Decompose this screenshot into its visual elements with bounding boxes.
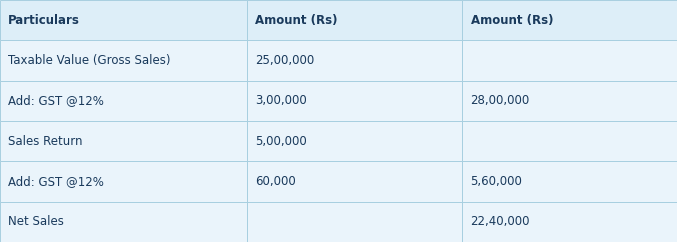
- Bar: [0, 81, 247, 121]
- Bar: [0, 161, 247, 202]
- Bar: [0, 0, 247, 40]
- Text: 60,000: 60,000: [255, 175, 296, 188]
- Text: 5,00,000: 5,00,000: [255, 135, 307, 148]
- Text: Amount (Rs): Amount (Rs): [255, 14, 338, 27]
- Text: 3,00,000: 3,00,000: [255, 94, 307, 107]
- Text: Add: GST @12%: Add: GST @12%: [8, 175, 104, 188]
- Text: 28,00,000: 28,00,000: [471, 94, 530, 107]
- Text: 25,00,000: 25,00,000: [255, 54, 315, 67]
- Text: Taxable Value (Gross Sales): Taxable Value (Gross Sales): [8, 54, 171, 67]
- Bar: [247, 81, 462, 121]
- Bar: [462, 40, 677, 81]
- Text: Sales Return: Sales Return: [8, 135, 83, 148]
- Bar: [462, 81, 677, 121]
- Text: Add: GST @12%: Add: GST @12%: [8, 94, 104, 107]
- Text: 22,40,000: 22,40,000: [471, 215, 530, 228]
- Bar: [247, 40, 462, 81]
- Bar: [247, 161, 462, 202]
- Bar: [0, 121, 247, 161]
- Bar: [462, 0, 677, 40]
- Text: Amount (Rs): Amount (Rs): [471, 14, 553, 27]
- Bar: [247, 202, 462, 242]
- Bar: [247, 121, 462, 161]
- Bar: [0, 40, 247, 81]
- Bar: [0, 202, 247, 242]
- Bar: [462, 121, 677, 161]
- Text: Particulars: Particulars: [8, 14, 80, 27]
- Bar: [462, 202, 677, 242]
- Bar: [247, 0, 462, 40]
- Bar: [462, 161, 677, 202]
- Text: Net Sales: Net Sales: [8, 215, 64, 228]
- Text: 5,60,000: 5,60,000: [471, 175, 523, 188]
